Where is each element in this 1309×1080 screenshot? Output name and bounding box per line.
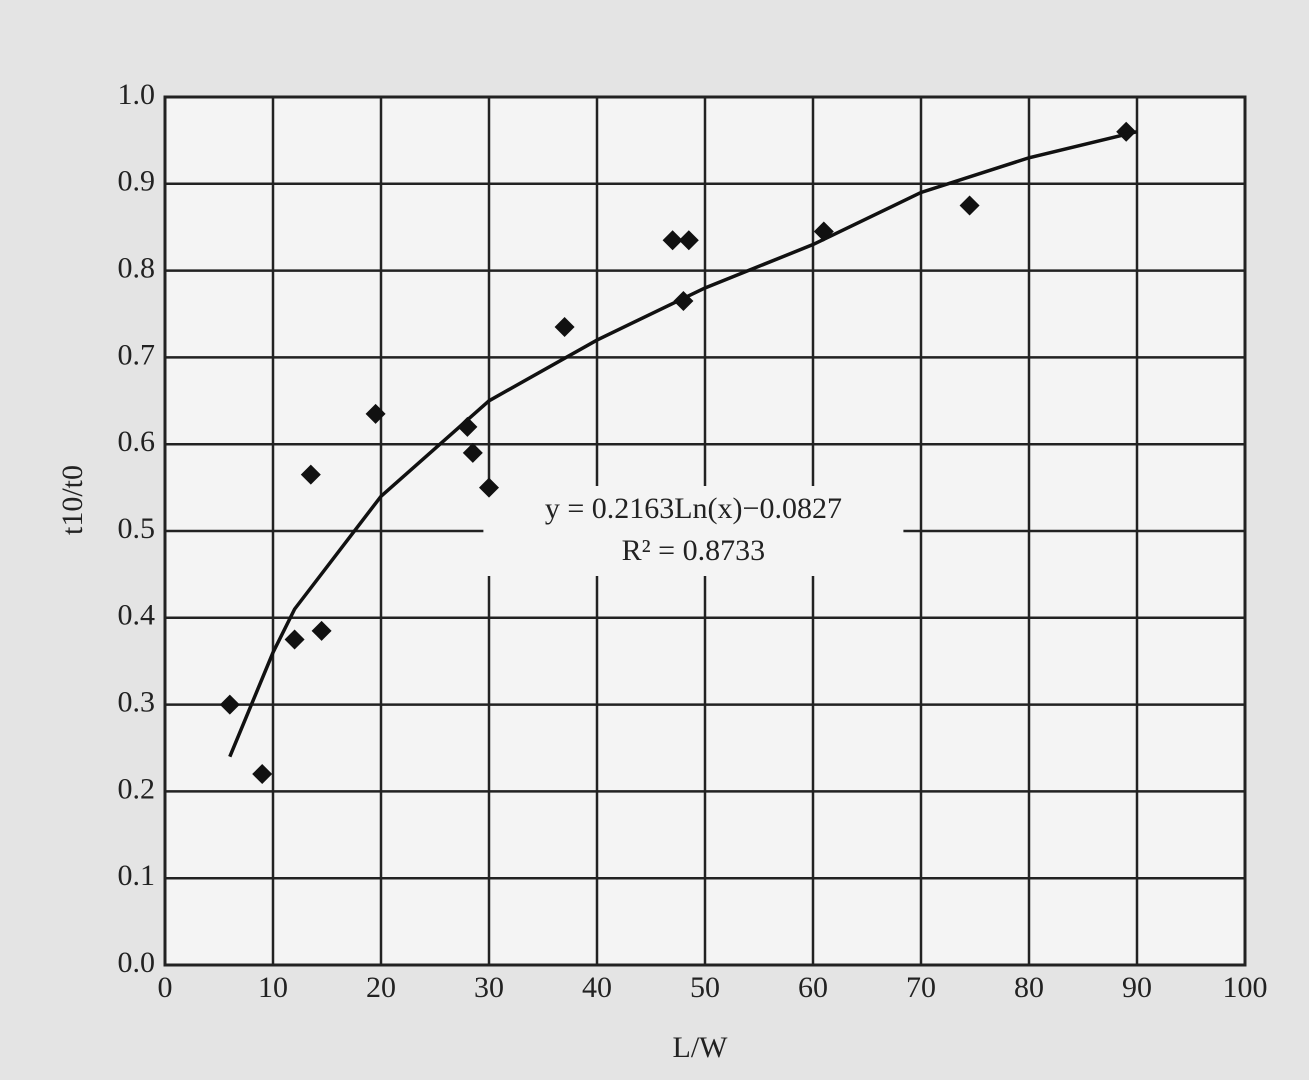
x-tick-label: 20 [366, 971, 396, 1004]
y-tick-label: 0.0 [118, 946, 156, 979]
x-tick-label: 60 [798, 971, 828, 1004]
y-tick-label: 0.3 [118, 685, 156, 718]
y-tick-label: 0.9 [118, 165, 156, 198]
y-axis-label: t10/t0 [56, 465, 89, 535]
plot-area: 0.0 0.1 0.2 0.3 0.4 0.5 0.6 0.7 0.8 0.9 1.0 0 10 20 30… [118, 78, 1268, 1004]
data-point [219, 694, 240, 715]
trend-line [228, 130, 1138, 758]
data-point [554, 317, 575, 338]
data-point [300, 464, 321, 485]
x-tick-label: 0 [158, 971, 173, 1004]
data-point [479, 477, 499, 498]
x-tick-label: 30 [474, 971, 504, 1004]
data-point [678, 230, 699, 251]
data-point [959, 195, 980, 216]
y-tick-label: 0.7 [118, 338, 156, 371]
data-point [462, 442, 483, 463]
annotation: y = 0.2163Ln(x)−0.0827 [545, 492, 842, 525]
data-point [311, 620, 332, 641]
annotation: R² = 0.8733 [622, 534, 765, 567]
x-tick-label: 50 [690, 971, 720, 1004]
y-tick-label: 0.2 [118, 772, 156, 805]
x-axis-label: L/W [673, 1031, 729, 1064]
x-tick-label: 90 [1122, 971, 1152, 1004]
y-tick-label: 0.6 [118, 425, 156, 458]
data-point [457, 416, 478, 437]
x-tick-label: 100 [1223, 971, 1268, 1004]
data-point [662, 230, 683, 251]
x-tick-label: 10 [258, 971, 288, 1004]
data-point [284, 629, 305, 650]
data-point [365, 403, 386, 424]
annotation-box [483, 486, 904, 576]
x-tick-label: 70 [906, 971, 936, 1004]
y-tick-label: 0.1 [118, 859, 156, 892]
data-point [252, 764, 273, 785]
y-tick-label: 0.4 [118, 599, 156, 632]
y-tick-label: 0.5 [118, 512, 156, 545]
x-tick-label: 40 [582, 971, 612, 1004]
y-tick-label: 1.0 [118, 78, 156, 111]
x-tick-label: 80 [1014, 971, 1044, 1004]
y-tick-label: 0.8 [118, 251, 156, 284]
